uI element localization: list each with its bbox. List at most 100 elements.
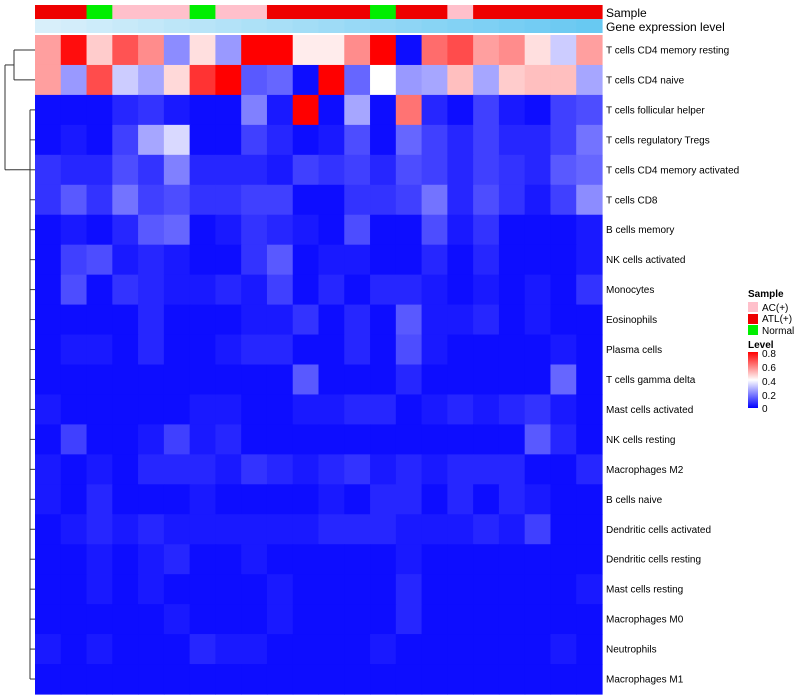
heatmap-cell [421,334,448,366]
heatmap-cell [318,94,345,126]
heatmap-cell [112,214,139,246]
heatmap-cell [292,334,320,366]
heatmap-cell [524,244,552,276]
heatmap-cell [524,304,552,336]
heatmap-cell [447,634,474,665]
expression-annotation-cell [318,19,345,33]
heatmap-cell [292,574,320,605]
row-label: Plasma cells [606,345,662,356]
row-label: Macrophages M2 [606,465,684,476]
heatmap-cell [576,124,603,156]
heatmap-cell [370,604,397,635]
heatmap-cell [473,574,500,605]
heatmap-cell [447,544,474,575]
heatmap-cell [189,214,217,246]
heatmap-cell [473,454,500,485]
heatmap-cell [576,424,603,455]
heatmap-cell [473,124,500,156]
heatmap-cell [241,514,268,545]
heatmap-cell [163,244,191,276]
heatmap-cell [189,394,217,426]
heatmap-cell [473,184,500,216]
heatmap-cell [266,364,294,396]
heatmap-cell [163,604,191,635]
heatmap-cell [447,304,474,336]
heatmap-cell [35,64,62,96]
heatmap-cell [447,484,474,515]
heatmap-cell [421,574,448,605]
heatmap-cell [473,634,500,665]
row-label: B cells naive [606,495,663,506]
heatmap-cell [189,94,217,126]
heatmap-cell [138,244,165,276]
heatmap-cell [138,184,165,216]
sample-annotation-cell [576,5,603,19]
heatmap-cell [344,184,371,216]
heatmap-cell [344,304,371,336]
heatmap-cell [344,334,371,366]
heatmap-cell [241,634,268,665]
heatmap-cell [112,484,139,515]
heatmap-cell [112,35,139,66]
heatmap-cell [163,514,191,545]
heatmap-cell [60,94,88,126]
heatmap-cell [60,484,88,515]
heatmap-cell [292,394,320,426]
heatmap-cell [370,514,397,545]
heatmap-cell [421,664,448,695]
heatmap-cell [138,664,165,695]
expression-annotation-cell [447,19,474,33]
heatmap-cell [576,214,603,246]
heatmap-cell [344,604,371,635]
heatmap-cell [370,124,397,156]
heatmap-cell [344,574,371,605]
heatmap-cell [395,424,423,455]
heatmap-cell [498,574,526,605]
heatmap-cell [35,244,62,276]
heatmap-cell [447,94,474,126]
sample-annotation-cell [318,5,345,19]
heatmap-cell [189,184,217,216]
heatmap-cell [86,364,113,396]
heatmap-cell [241,184,268,216]
heatmap-cell [498,274,526,306]
sample-annotation-cell [215,5,242,19]
heatmap-cell [292,304,320,336]
heatmap-cell [86,244,113,276]
heatmap-cell [163,124,191,156]
heatmap-cell [447,154,474,186]
heatmap-cell [241,424,268,455]
sample-annotation-cell [112,5,139,19]
heatmap-cell [215,604,242,635]
heatmap-cell [370,484,397,515]
heatmap-cell [163,184,191,216]
heatmap-cell [292,184,320,216]
heatmap-cell [241,94,268,126]
heatmap-cell [550,64,577,96]
heatmap-cell [112,364,139,396]
row-label: NK cells activated [606,255,685,266]
heatmap-cell [241,604,268,635]
heatmap-cell [550,154,577,186]
row-label: Macrophages M0 [606,615,684,626]
heatmap-cell [370,304,397,336]
heatmap-cell [60,304,88,336]
heatmap-cell [215,514,242,545]
row-label: NK cells resting [606,435,675,446]
heatmap-cell [576,274,603,306]
row-label: T cells CD4 memory activated [606,165,739,176]
heatmap-cell [421,544,448,575]
expression-annotation-cell [86,19,113,33]
row-label: T cells gamma delta [606,375,696,386]
row-label: T cells CD4 memory resting [606,45,729,56]
heatmap-cell [395,35,423,66]
heatmap-cell [266,304,294,336]
heatmap-cell [576,364,603,396]
legend-level: Level 0.8 0.6 0.4 0.2 0 [748,340,776,415]
heatmap-cell [138,454,165,485]
heatmap-cell [344,454,371,485]
heatmap-cell [163,35,191,66]
heatmap-cell [35,424,62,455]
heatmap-cell [550,544,577,575]
heatmap-cell [241,544,268,575]
